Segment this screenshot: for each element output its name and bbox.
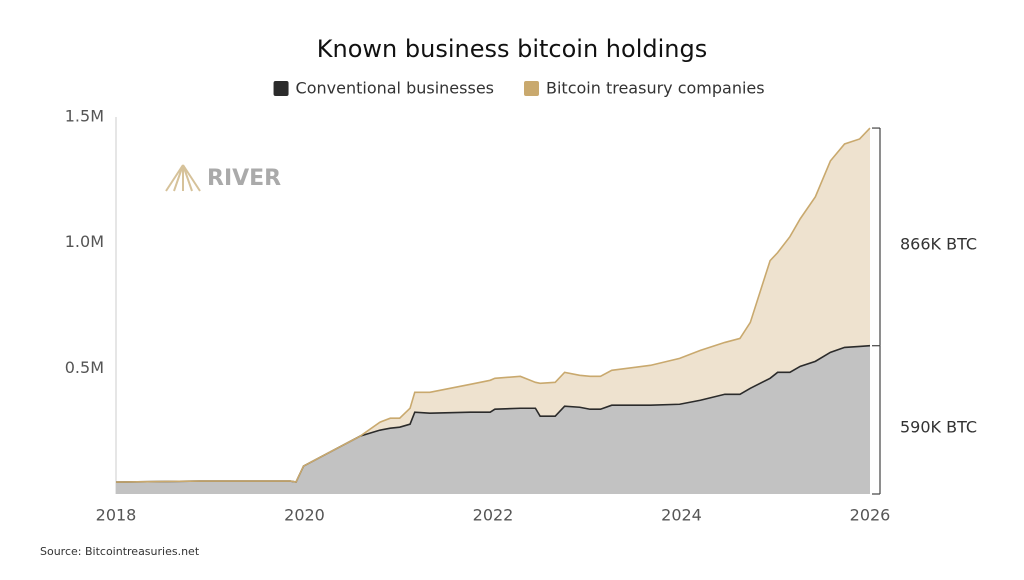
y-tick-label: 1.0M bbox=[65, 232, 104, 251]
area bbox=[116, 345, 870, 494]
area-line bbox=[115, 127, 871, 483]
y-tick-label: 0.5M bbox=[65, 358, 104, 377]
annotation: 590K BTC bbox=[900, 417, 977, 436]
legend-label: Conventional businesses bbox=[296, 79, 494, 98]
watermark-logo bbox=[165, 164, 201, 192]
x-tick-label: 2022 bbox=[473, 506, 514, 525]
y-tick-label: 1.5M bbox=[65, 107, 104, 126]
x-tick-label: 2018 bbox=[96, 506, 137, 525]
legend-swatch bbox=[273, 81, 289, 96]
chart-title: Known business bitcoin holdings bbox=[317, 35, 707, 63]
legend-swatch bbox=[524, 81, 540, 96]
x-tick-label: 2020 bbox=[284, 506, 325, 525]
annotation: 866K BTC bbox=[900, 234, 977, 253]
source-note: Source: Bitcointreasuries.net bbox=[40, 545, 200, 558]
legend-label: Bitcoin treasury companies bbox=[546, 79, 765, 98]
watermark: RIVER bbox=[207, 166, 281, 191]
area-line bbox=[115, 344, 871, 483]
logo-icon bbox=[165, 164, 201, 192]
x-tick-label: 2024 bbox=[661, 506, 702, 525]
area bbox=[116, 128, 870, 483]
x-tick-label: 2026 bbox=[850, 506, 891, 525]
